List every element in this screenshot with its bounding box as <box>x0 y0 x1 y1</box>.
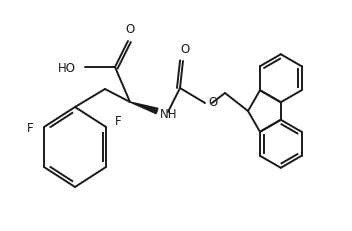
Text: NH: NH <box>160 108 177 121</box>
Polygon shape <box>130 103 158 114</box>
Text: F: F <box>27 121 33 134</box>
Text: O: O <box>208 96 218 109</box>
Text: O: O <box>180 43 190 56</box>
Text: O: O <box>125 23 134 36</box>
Text: HO: HO <box>58 61 76 74</box>
Text: F: F <box>115 115 121 128</box>
